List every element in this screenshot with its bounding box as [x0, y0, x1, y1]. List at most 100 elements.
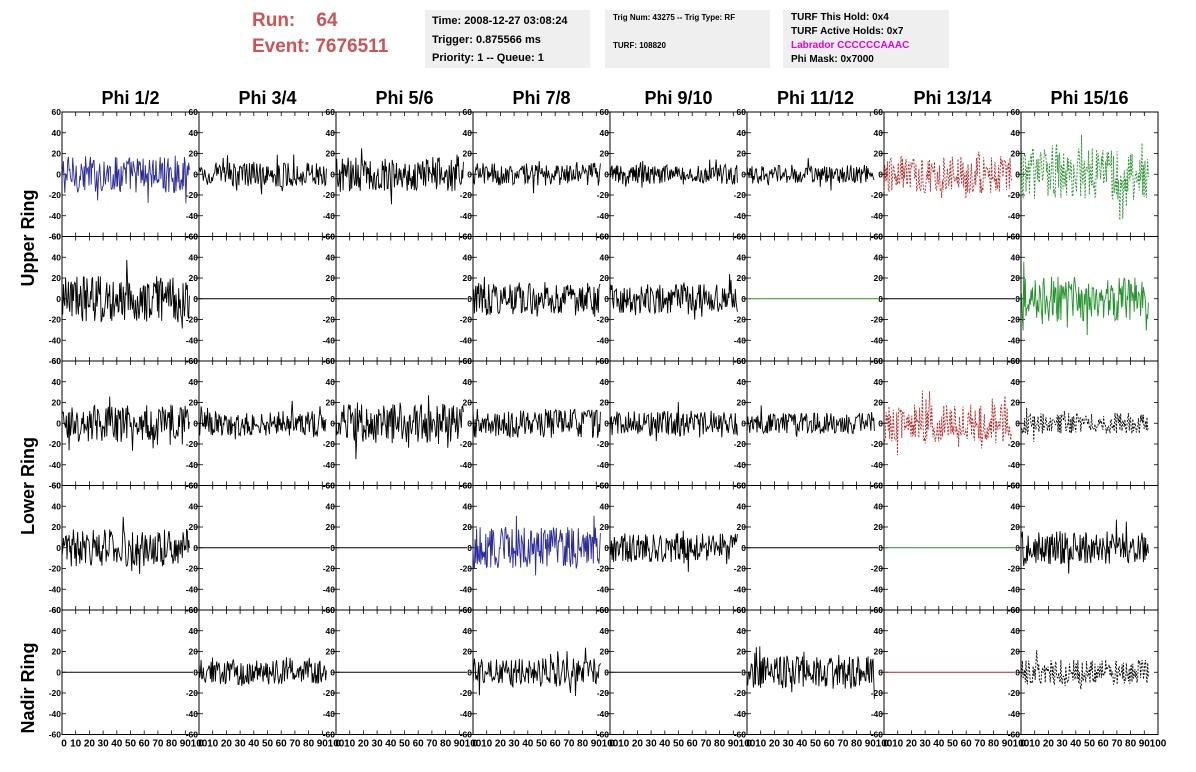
y-tick-label: 20: [52, 398, 62, 408]
y-tick-label: 40: [737, 128, 747, 138]
x-tick-label: 60: [1098, 739, 1110, 750]
y-tick-label: -40: [49, 335, 62, 345]
x-tick-label: 90: [180, 739, 192, 750]
y-tick-label: 40: [189, 128, 199, 138]
y-tick-label: 20: [463, 273, 473, 283]
x-tick-label: 100: [1150, 739, 1167, 750]
column-header-phi-15-16: Phi 15/16: [1050, 88, 1129, 108]
y-tick-label: -60: [597, 730, 610, 740]
y-tick-label: 0: [604, 543, 609, 553]
y-tick-label: -60: [460, 730, 473, 740]
event-label: Event: 7676511: [252, 36, 389, 57]
y-tick-label: -40: [871, 335, 884, 345]
x-tick-label: 80: [577, 739, 589, 750]
waveform-trace: [1020, 134, 1149, 221]
waveform-trace: [1020, 650, 1149, 690]
x-tick-label: 50: [125, 739, 137, 750]
y-tick-label: 0: [604, 418, 609, 428]
column-header-phi-9-10: Phi 9/10: [644, 88, 713, 108]
y-tick-label: 0: [56, 543, 61, 553]
y-tick-label: 40: [874, 626, 884, 636]
x-tick-label: 70: [563, 739, 575, 750]
x-tick-label: 90: [454, 739, 466, 750]
x-tick-label: 20: [632, 739, 644, 750]
y-tick-label: 60: [600, 481, 610, 491]
y-tick-label: 20: [326, 647, 336, 657]
y-tick-label: 20: [326, 522, 336, 532]
y-tick-label: -40: [323, 709, 336, 719]
column-header-phi-3-4: Phi 3/4: [238, 88, 297, 108]
y-tick-label: 40: [874, 128, 884, 138]
y-tick-label: 20: [463, 647, 473, 657]
x-tick-label: 100: [739, 739, 756, 750]
y-tick-label: -60: [323, 730, 336, 740]
x-tick-label: 30: [235, 739, 247, 750]
time-info-panel: Time: 2008-12-27 03:08:24 Trigger: 0.875…: [425, 10, 590, 68]
y-tick-label: -20: [186, 315, 199, 325]
x-tick-label: 40: [111, 739, 123, 750]
y-tick-label: -40: [734, 211, 747, 221]
waveform-trace: [472, 515, 601, 576]
x-tick-label: 40: [385, 739, 397, 750]
y-tick-label: 0: [741, 543, 746, 553]
y-tick-label: 60: [874, 232, 884, 242]
y-tick-label: -20: [1008, 688, 1021, 698]
waveform-trace: [609, 402, 738, 442]
y-tick-label: 0: [467, 294, 472, 304]
x-tick-label: 10: [70, 739, 82, 750]
turf-active-holds-text: TURF Active Holds: 0x7: [791, 26, 904, 37]
y-tick-label: -20: [186, 439, 199, 449]
y-tick-label: 0: [878, 418, 883, 428]
y-tick-label: 60: [189, 605, 199, 615]
y-tick-label: -60: [49, 232, 62, 242]
y-tick-label: 40: [874, 501, 884, 511]
y-tick-label: -40: [49, 460, 62, 470]
y-tick-label: -60: [49, 481, 62, 491]
y-tick-label: 60: [737, 356, 747, 366]
y-tick-label: 60: [1011, 356, 1021, 366]
y-tick-label: -40: [734, 584, 747, 594]
y-tick-label: -60: [49, 730, 62, 740]
y-tick-label: -40: [186, 460, 199, 470]
x-tick-label: 0: [335, 739, 341, 750]
x-tick-label: 60: [550, 739, 562, 750]
y-tick-label: -40: [597, 584, 610, 594]
y-tick-label: 0: [330, 294, 335, 304]
y-tick-label: -40: [323, 211, 336, 221]
column-header-phi-5-6: Phi 5/6: [375, 88, 434, 108]
y-tick-label: 40: [326, 252, 336, 262]
y-tick-label: 0: [467, 543, 472, 553]
y-tick-label: 60: [189, 107, 199, 117]
y-tick-label: 60: [326, 481, 336, 491]
x-tick-label: 30: [783, 739, 795, 750]
y-tick-label: 20: [737, 273, 747, 283]
x-tick-label: 70: [837, 739, 849, 750]
x-tick-label: 50: [673, 739, 685, 750]
y-tick-label: -20: [1008, 564, 1021, 574]
waveform-trace: [198, 400, 327, 440]
y-tick-label: 20: [326, 149, 336, 159]
x-tick-label: 0: [883, 739, 889, 750]
x-tick-label: 50: [1084, 739, 1096, 750]
y-tick-label: 20: [463, 398, 473, 408]
x-tick-label: 10: [344, 739, 356, 750]
x-tick-label: 100: [465, 739, 482, 750]
y-tick-label: 20: [326, 398, 336, 408]
y-tick-label: 60: [600, 232, 610, 242]
y-tick-label: -20: [597, 315, 610, 325]
x-tick-label: 40: [659, 739, 671, 750]
y-tick-label: 20: [1011, 273, 1021, 283]
x-tick-label: 0: [746, 739, 752, 750]
x-tick-label: 20: [221, 739, 233, 750]
x-tick-label: 10: [1029, 739, 1041, 750]
y-tick-label: 0: [878, 294, 883, 304]
x-tick-label: 60: [139, 739, 151, 750]
y-tick-label: 20: [874, 522, 884, 532]
y-tick-label: 60: [600, 605, 610, 615]
y-tick-label: 60: [737, 232, 747, 242]
waveform-trace: [746, 158, 875, 191]
waveform-trace: [61, 516, 190, 575]
y-tick-label: -40: [871, 584, 884, 594]
x-tick-label: 70: [426, 739, 438, 750]
